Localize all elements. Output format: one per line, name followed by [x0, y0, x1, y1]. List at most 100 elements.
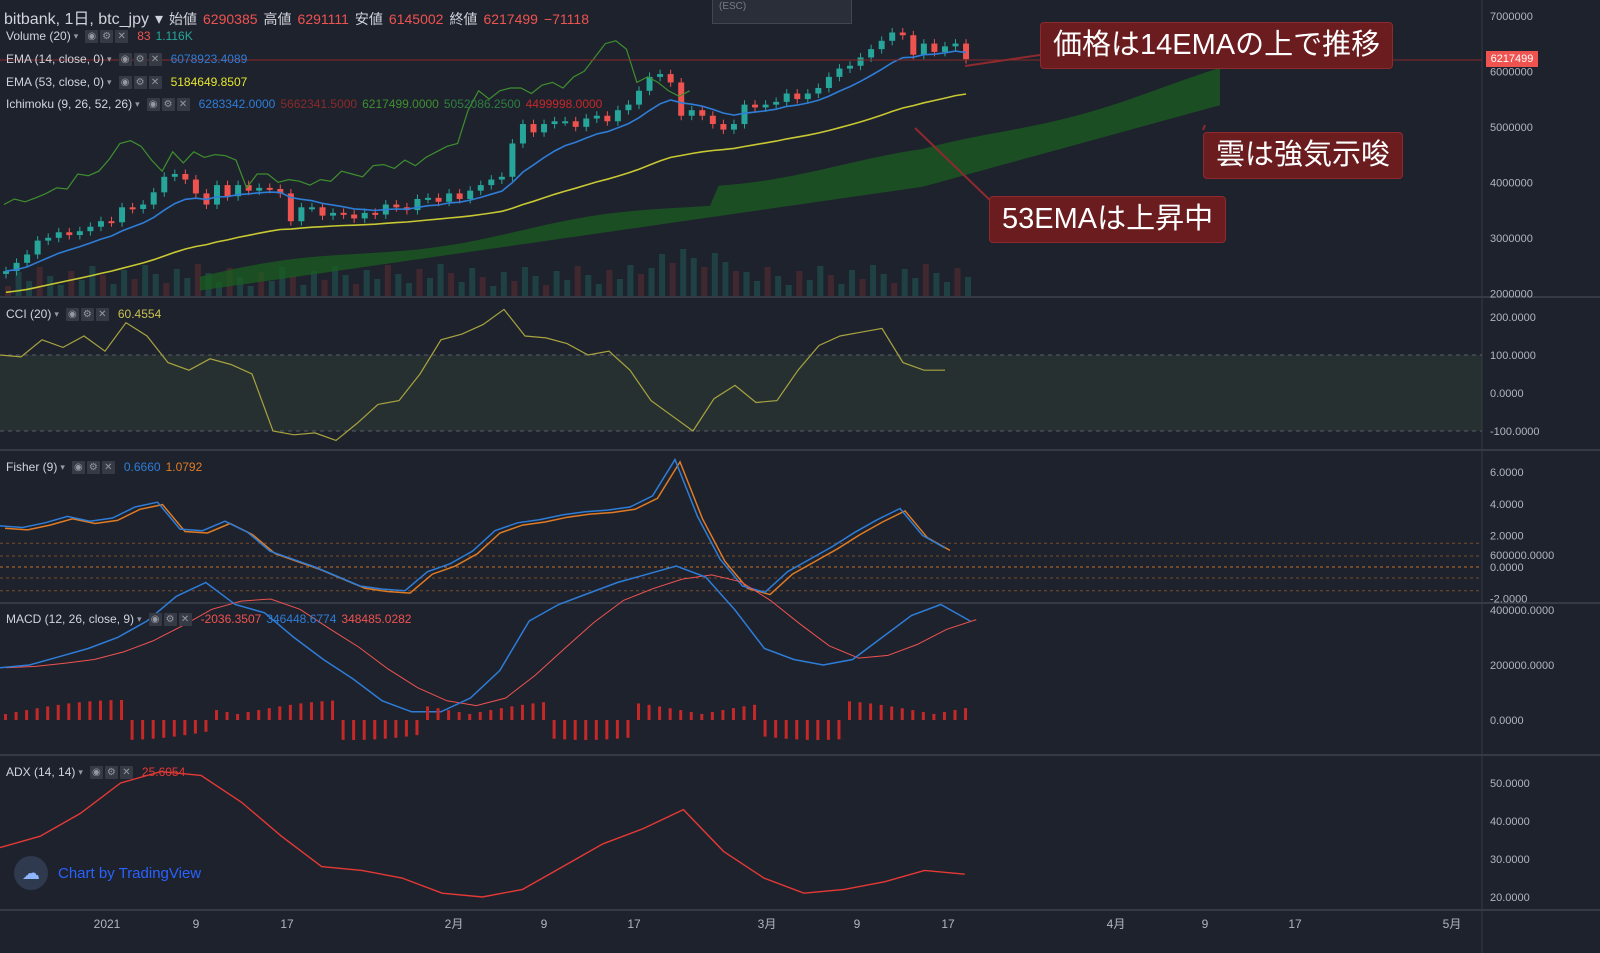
macd-histogram-bar	[35, 708, 39, 720]
macd-histogram-bar	[563, 720, 567, 740]
price-axis-label: 5000000	[1490, 122, 1533, 134]
gear-icon[interactable]: ⚙	[104, 765, 118, 779]
macd-axis-label: 400000.0000	[1490, 605, 1554, 617]
candle-body	[941, 46, 948, 52]
eye-icon[interactable]: ◉	[118, 52, 132, 66]
gear-icon[interactable]: ⚙	[163, 612, 177, 626]
candle-body	[836, 68, 843, 77]
macd-histogram-bar	[130, 720, 134, 740]
close-icon[interactable]: ✕	[115, 29, 129, 43]
candle-body	[361, 212, 368, 219]
close-value: 6217499	[483, 11, 538, 27]
legend-controls: ◉ ⚙ ✕	[65, 307, 109, 321]
candle-body	[657, 74, 664, 77]
gear-icon[interactable]: ⚙	[133, 75, 147, 89]
eye-icon[interactable]: ◉	[146, 97, 160, 111]
ichimoku-legend[interactable]: Ichimoku (9, 26, 52, 26) ▾ ◉ ⚙ ✕ 6283342.00…	[6, 97, 602, 111]
candle-body	[76, 231, 83, 236]
close-icon[interactable]: ✕	[101, 460, 115, 474]
tradingview-watermark[interactable]: ☁ Chart by TradingView	[14, 856, 201, 890]
eye-icon[interactable]: ◉	[89, 765, 103, 779]
macd-histogram-bar	[753, 704, 757, 720]
candle-body	[720, 124, 727, 130]
macd-histogram-bar	[362, 720, 366, 740]
chevron-down-icon[interactable]: ▾	[154, 11, 164, 28]
volume-bar	[479, 277, 486, 296]
symbol-title[interactable]: bitbank, 1日, btc_jpy	[4, 11, 149, 28]
chevron-down-icon[interactable]: ▾	[78, 766, 83, 777]
macd-histogram-bar	[394, 720, 398, 738]
macd-histogram-bar	[288, 704, 292, 720]
chevron-down-icon[interactable]: ▾	[135, 98, 140, 109]
fullscreen-exit-hint[interactable]: (ESC)	[712, 0, 852, 24]
volume-label: Volume (20)	[6, 29, 71, 43]
candle-body	[161, 176, 168, 193]
chevron-down-icon[interactable]: ▾	[73, 30, 79, 41]
macd-histogram-bar	[46, 706, 50, 720]
macd-histogram-bar	[215, 710, 218, 720]
gear-icon[interactable]: ⚙	[133, 52, 147, 66]
ema53-legend[interactable]: EMA (53, close, 0) ▾ ◉ ⚙ ✕ 5184649.8507	[6, 75, 247, 89]
ema14-legend[interactable]: EMA (14, close, 0) ▾ ◉ ⚙ ✕ 6078923.4089	[6, 52, 247, 66]
chevron-down-icon[interactable]: ▾	[137, 613, 142, 624]
macd-legend[interactable]: MACD (12, 26, close, 9) ▾ ◉ ⚙ ✕ -2036.3507 …	[6, 612, 411, 626]
adx-line	[0, 770, 965, 898]
chevron-down-icon[interactable]: ▾	[60, 461, 65, 472]
volume-bar	[490, 286, 497, 296]
chevron-down-icon[interactable]: ▾	[107, 76, 112, 87]
gear-icon[interactable]: ⚙	[100, 29, 114, 43]
chevron-down-icon[interactable]: ▾	[107, 53, 112, 64]
volume-bar	[943, 282, 950, 296]
volume-bar	[47, 276, 54, 296]
volume-bar	[110, 284, 117, 296]
chevron-down-icon[interactable]: ▾	[54, 308, 59, 319]
volume-bar	[806, 280, 813, 296]
cci-legend[interactable]: CCI (20) ▾ ◉ ⚙ ✕ 60.4554	[6, 307, 161, 321]
volume-bar	[574, 266, 581, 296]
volume-bar	[891, 283, 898, 296]
macd-histogram-bar	[964, 708, 968, 720]
gear-icon[interactable]: ⚙	[86, 460, 100, 474]
eye-icon[interactable]: ◉	[65, 307, 79, 321]
eye-icon[interactable]: ◉	[118, 75, 132, 89]
eye-icon[interactable]: ◉	[148, 612, 162, 626]
adx-axis-label: 20.0000	[1490, 892, 1530, 904]
volume-bar	[711, 253, 718, 296]
volume-value: 83	[137, 29, 151, 43]
fisher-legend[interactable]: Fisher (9) ▾ ◉ ⚙ ✕ 0.6660 1.0792	[6, 460, 202, 474]
cci-label: CCI (20)	[6, 307, 52, 321]
volume-bar	[216, 282, 222, 296]
eye-icon[interactable]: ◉	[85, 29, 99, 43]
close-label: 終値	[449, 11, 478, 27]
candle-body	[530, 124, 537, 133]
candle-body	[66, 232, 73, 236]
macd-histogram-bar	[890, 706, 894, 720]
close-icon[interactable]: ✕	[176, 97, 190, 111]
legend-controls: ◉ ⚙ ✕	[85, 29, 129, 43]
macd-histogram-bar	[710, 711, 714, 720]
volume-legend[interactable]: Volume (20) ▾ ◉ ⚙ ✕ 83 1.116K	[6, 29, 193, 43]
close-icon[interactable]: ✕	[148, 75, 162, 89]
gear-icon[interactable]: ⚙	[161, 97, 175, 111]
close-icon[interactable]: ✕	[119, 765, 133, 779]
volume-bar	[521, 267, 528, 296]
close-icon[interactable]: ✕	[148, 52, 162, 66]
volume-bar	[922, 264, 929, 296]
volume-bar	[543, 285, 550, 296]
volume-bar	[89, 266, 96, 296]
high-label: 高値	[263, 11, 292, 27]
ichimoku-cloud	[200, 67, 1220, 291]
close-icon[interactable]: ✕	[95, 307, 109, 321]
close-icon[interactable]: ✕	[178, 612, 192, 626]
gear-icon[interactable]: ⚙	[80, 307, 94, 321]
macd-histogram-bar	[109, 700, 113, 720]
candle-body	[541, 124, 548, 133]
candle-body	[899, 32, 906, 36]
adx-legend[interactable]: ADX (14, 14) ▾ ◉ ⚙ ✕ 25.6054	[6, 765, 185, 779]
price-axis-label: 4000000	[1490, 177, 1533, 189]
chikou-line	[3, 40, 690, 206]
macd-histogram-bar	[415, 720, 419, 736]
candle-body	[182, 174, 189, 180]
eye-icon[interactable]: ◉	[71, 460, 85, 474]
